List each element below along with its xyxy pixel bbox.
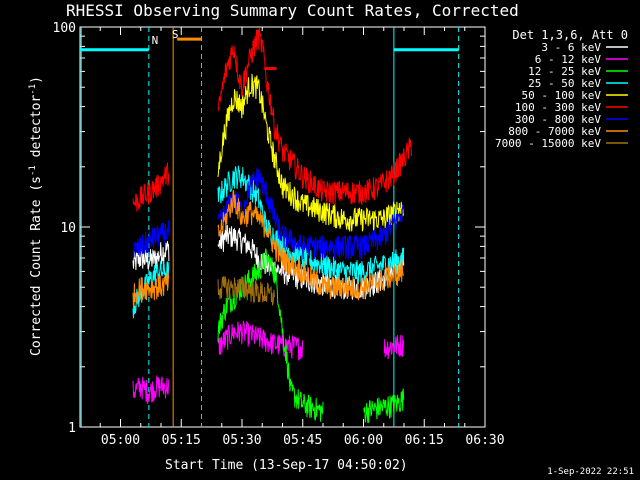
legend-label: 12 - 25 keV: [528, 65, 601, 78]
x-tick-label: 05:45: [283, 433, 322, 448]
y-axis-label-end: ): [29, 76, 44, 84]
legend-label: 300 - 800 keV: [515, 113, 601, 126]
x-tick-label: 06:30: [465, 433, 504, 448]
y-tick-label: 10: [60, 221, 76, 236]
chart-title: RHESSI Observing Summary Count Rates, Co…: [66, 1, 519, 20]
series-line: [132, 27, 413, 212]
y-axis-label-mid: detector: [29, 95, 44, 166]
legend-header: Det 1,3,6, Att 0: [512, 28, 628, 42]
plot-area: 05:00 05:15 05:30 05:45 06:00 06:15 06:30 1 10 10…: [53, 21, 505, 448]
x-axis-label: Start Time (13-Sep-17 04:50:02): [165, 458, 408, 473]
x-tick-label: 05:15: [162, 433, 201, 448]
series-line: [217, 275, 275, 307]
legend-label: 7000 - 15000 keV: [495, 137, 601, 150]
y-axis-label: Corrected Count Rate (s-1 detector-1): [28, 76, 44, 356]
legend-label: 6 - 12 keV: [535, 53, 602, 66]
y-axis-label-sup1: -1: [28, 165, 38, 176]
legend-label: 50 - 100 keV: [522, 89, 602, 102]
series-line: [217, 248, 405, 423]
y-axis-label-main: Corrected Count Rate (s: [29, 176, 44, 356]
legend-label: 100 - 300 keV: [515, 101, 601, 114]
legend-label: 25 - 50 keV: [528, 77, 601, 90]
x-tick-label: 05:00: [101, 433, 140, 448]
series-line: [132, 165, 405, 319]
series-line: [217, 73, 405, 232]
x-tick-label: 05:30: [222, 433, 261, 448]
legend-label: 800 - 7000 keV: [508, 125, 601, 138]
y-tick-label: 1: [68, 421, 76, 436]
marker-label: N: [152, 34, 159, 47]
x-tick-label: 06:15: [405, 433, 444, 448]
y-tick-label: 100: [53, 21, 76, 36]
x-tick-label: 06:00: [344, 433, 383, 448]
footer-date: 1-Sep-2022 22:51: [547, 467, 634, 477]
marker-label: S: [172, 28, 179, 41]
series-line: [132, 320, 405, 404]
series-line: [132, 167, 405, 260]
legend-label: 3 - 6 keV: [541, 41, 601, 54]
series-line: [132, 189, 404, 309]
y-axis-label-sup2: -1: [28, 84, 38, 95]
